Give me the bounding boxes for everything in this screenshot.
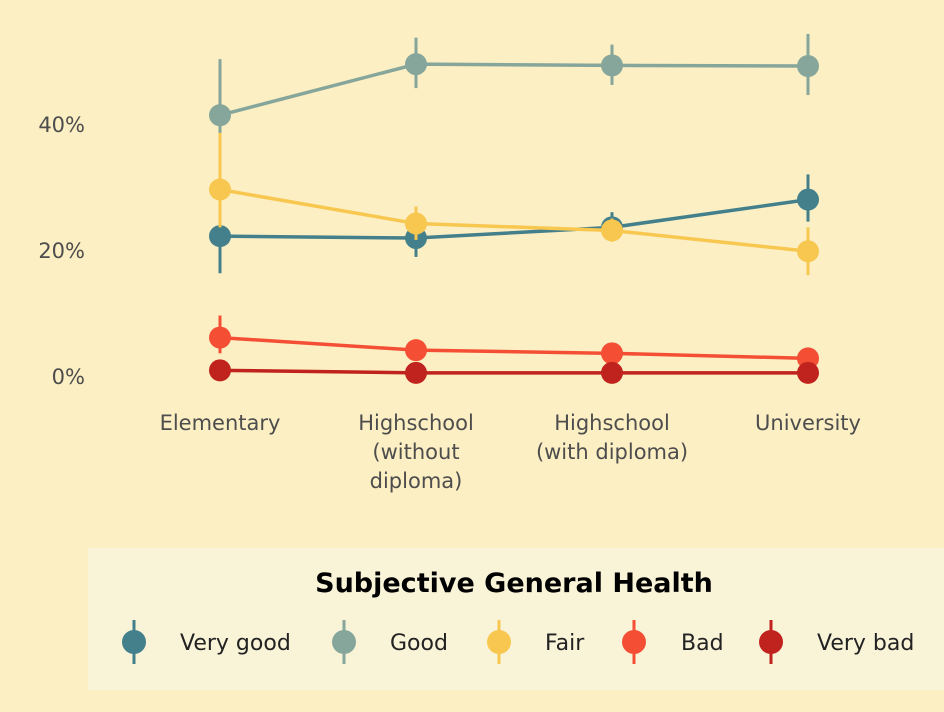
x-axis: Elementary Highschool (without diploma) High… <box>160 411 861 493</box>
data-point <box>405 361 427 384</box>
y-tick-label: 40% <box>38 113 85 137</box>
y-axis: 0% 20% 40% <box>38 113 85 389</box>
series-line <box>219 62 809 117</box>
series-line <box>219 197 809 240</box>
legend-key-point <box>487 630 511 654</box>
y-tick-label: 0% <box>52 365 85 389</box>
legend-label: Fair <box>545 631 585 656</box>
series-line <box>219 335 809 361</box>
data-point <box>209 178 231 201</box>
data-point <box>601 342 623 365</box>
data-point <box>209 225 231 248</box>
x-tick-label: Highschool (with diploma) <box>536 411 688 464</box>
data-point <box>797 55 819 78</box>
y-tick-label: 20% <box>38 239 85 263</box>
legend-label: Good <box>390 631 448 656</box>
data-point <box>209 104 231 127</box>
data-point <box>797 188 819 211</box>
legend-key-point <box>622 630 646 654</box>
legend-item: Very good <box>122 620 291 664</box>
x-tick-label: Highschool (without diploma) <box>358 411 474 493</box>
legend-box <box>88 548 944 690</box>
data-point <box>797 240 819 263</box>
data-point <box>209 359 231 382</box>
data-point <box>405 53 427 76</box>
series-line <box>219 187 809 254</box>
series-layer <box>209 33 819 384</box>
data-point <box>405 339 427 362</box>
data-point <box>601 54 623 77</box>
legend-label: Very good <box>180 631 291 656</box>
series-fair <box>209 132 819 276</box>
data-point <box>209 326 231 349</box>
series-good <box>209 33 819 137</box>
legend-key-point <box>122 630 146 654</box>
legend-label: Very bad <box>817 631 914 656</box>
data-point <box>405 212 427 235</box>
legend-item: Bad <box>622 620 724 664</box>
legend-item: Very bad <box>759 620 914 664</box>
data-point <box>601 219 623 242</box>
series-bad <box>209 315 819 370</box>
legend-title: Subjective General Health <box>315 568 713 599</box>
legend-item: Good <box>332 620 448 664</box>
legend-label: Bad <box>681 631 724 656</box>
x-tick-label: Elementary <box>160 411 281 435</box>
data-point <box>797 361 819 384</box>
series-very-good <box>209 174 819 274</box>
series-very-bad <box>209 359 819 384</box>
legend-key-point <box>759 630 783 654</box>
x-tick-label: University <box>755 411 861 435</box>
legend: Very good Good Fair Bad Very bad <box>122 620 914 664</box>
legend-item: Fair <box>487 620 585 664</box>
series-line <box>219 368 808 375</box>
legend-key-point <box>332 630 356 654</box>
data-point <box>601 361 623 384</box>
